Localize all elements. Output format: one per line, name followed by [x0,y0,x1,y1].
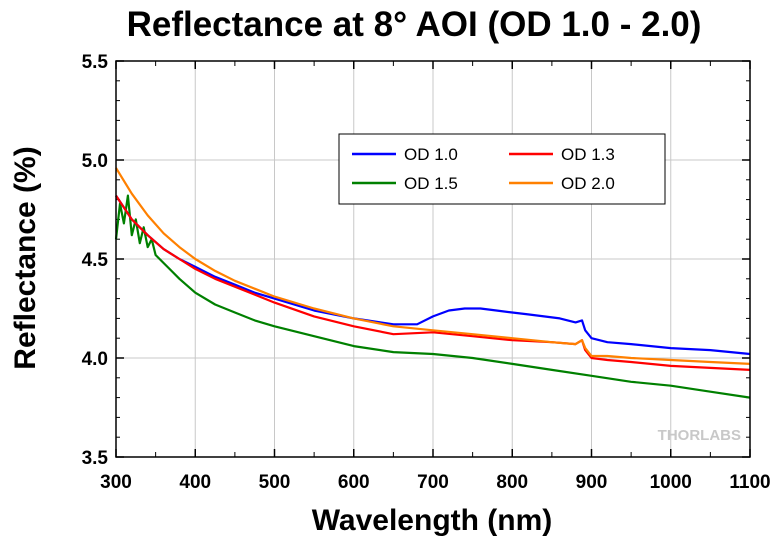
x-tick-label: 600 [338,472,370,493]
x-tick-label: 700 [417,472,449,493]
legend-box [338,133,666,205]
series-line-od-2-0 [115,167,751,365]
y-tick-label: 4.0 [82,349,108,370]
series-line-od-1-3 [115,194,751,371]
y-tick-label: 3.5 [82,448,109,469]
y-tick-label: 5.0 [82,151,108,172]
x-axis-title: Wavelength (nm) [312,504,553,537]
legend-label: OD 1.5 [404,174,458,193]
x-tick-label: 300 [100,472,132,493]
series-layer [114,167,751,399]
legend-label: OD 2.0 [561,174,615,193]
y-axis-title: Reflectance (%) [9,146,42,369]
legend-label: OD 1.3 [561,145,615,164]
x-tick-label: 1100 [729,472,770,493]
x-tick-label: 800 [496,472,528,493]
chart-title: Reflectance at 8° AOI (OD 1.0 - 2.0) [127,5,702,44]
x-tick-label: 1000 [650,472,692,493]
y-tick-label: 5.5 [82,52,109,73]
x-tick-label: 900 [576,472,608,493]
grid [115,60,751,458]
legend: OD 1.0 OD 1.3 OD 1.5 OD 2.0 [338,133,666,205]
x-axis-ticks: 300 400 500 600 700 800 900 1000 1100 [100,61,771,493]
series-line-od-1-0 [115,194,751,356]
x-tick-label: 500 [259,472,291,493]
series-line-od-1-5 [114,194,751,399]
y-axis-ticks: 3.5 4.0 4.5 5.0 5.5 [82,52,750,469]
legend-label: OD 1.0 [404,145,458,164]
thorlabs-watermark: THORLABS [658,427,741,444]
x-tick-label: 400 [179,472,211,493]
y-tick-label: 4.5 [82,250,109,271]
